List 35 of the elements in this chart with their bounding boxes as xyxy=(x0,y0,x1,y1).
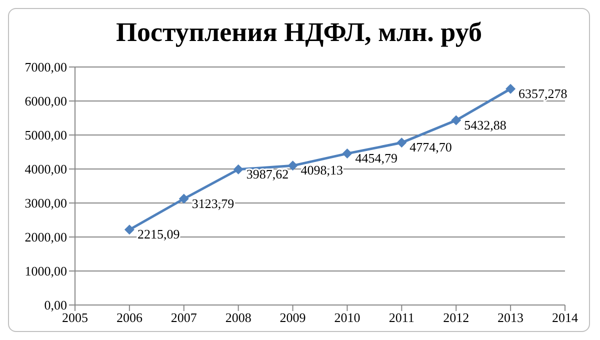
point xyxy=(396,138,407,148)
data-label: 4098,13 xyxy=(300,162,344,178)
x-tick-label: 2007 xyxy=(170,310,198,326)
y-tick-label: 0,00 xyxy=(44,298,67,313)
point xyxy=(233,164,244,174)
data-label: 6357,278 xyxy=(518,86,568,101)
x-tick-label: 2011 xyxy=(388,310,414,326)
point xyxy=(288,160,298,171)
y-tick-label: 3000,00 xyxy=(24,196,67,211)
data-label: 3123,79 xyxy=(192,196,234,211)
x-tick-label: 2009 xyxy=(280,310,306,326)
x-tick-label: 2005 xyxy=(62,310,88,326)
y-tick-label: 2000,00 xyxy=(24,230,67,245)
x-tick-label: 2014 xyxy=(552,310,578,326)
x-tick-label: 2008 xyxy=(225,310,252,326)
x-tick-label: 2010 xyxy=(334,310,360,326)
point xyxy=(342,148,352,159)
data-label: 2215,09 xyxy=(137,226,180,242)
point xyxy=(451,115,462,126)
x-tick-label: 2012 xyxy=(443,310,470,326)
data-label: 4454,79 xyxy=(355,150,398,166)
y-tick-label: 4000,00 xyxy=(24,162,67,177)
point xyxy=(178,194,189,204)
data-label: 3987,62 xyxy=(246,166,289,182)
chart-title: Поступления НДФЛ, млн. руб xyxy=(115,17,483,49)
point xyxy=(124,224,134,235)
y-tick-label: 7000,00 xyxy=(24,60,67,75)
data-label: 5432,88 xyxy=(464,117,506,132)
point xyxy=(506,84,516,94)
x-tick-label: 2013 xyxy=(498,310,524,326)
y-tick-label: 6000,00 xyxy=(24,94,67,109)
x-tick-label: 2006 xyxy=(116,310,143,326)
y-tick-label: 5000,00 xyxy=(24,128,67,143)
y-tick-label: 1000,00 xyxy=(24,264,67,279)
data-label: 4774,70 xyxy=(410,140,452,155)
